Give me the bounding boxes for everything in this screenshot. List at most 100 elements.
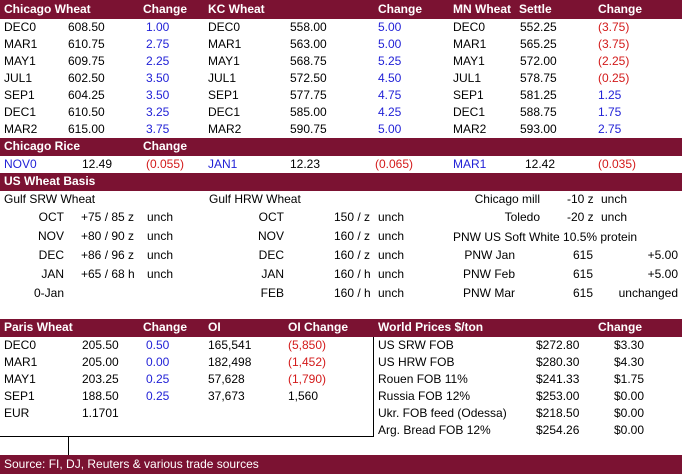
- hrw-value: 160 / z: [334, 248, 371, 262]
- chicago-change: 2.25: [146, 54, 170, 68]
- mn-change: (3.75): [598, 37, 630, 51]
- chicago-mill-value: -10 z: [567, 192, 594, 206]
- chicago-change: 3.25: [146, 105, 170, 119]
- chicago-month: DEC0: [4, 20, 37, 34]
- pnw-month: PNW Jan: [464, 248, 515, 262]
- paris-oi-change: (1,790): [288, 372, 327, 386]
- mn-month: MAR2: [453, 122, 487, 136]
- srw-month: OCT: [38, 210, 64, 224]
- chicago-mill-label: Chicago mill: [474, 192, 540, 206]
- chicago-price: 608.50: [68, 20, 105, 34]
- world-price: $254.26: [536, 423, 580, 437]
- kc-change-header: Change: [378, 2, 423, 16]
- basis-header-bar: US Wheat Basis: [0, 173, 682, 191]
- pnw-change: +5.00: [647, 248, 678, 262]
- rice-month-3: MAR1: [453, 157, 487, 171]
- mn-month: DEC0: [453, 20, 486, 34]
- rice-header-bar: Chicago Rice Change: [0, 138, 682, 156]
- mn-change-header: Change: [598, 2, 643, 16]
- mn-price: 565.25: [520, 37, 557, 51]
- mn-month: JUL1: [453, 71, 482, 85]
- pnw-change: +5.00: [647, 267, 678, 281]
- kc-month: MAR1: [208, 37, 242, 51]
- kc-month: DEC0: [208, 20, 241, 34]
- mn-change: (2.25): [598, 54, 630, 68]
- kc-month: JUL1: [208, 71, 237, 85]
- chicago-month: SEP1: [4, 88, 35, 102]
- kc-price: 563.00: [290, 37, 327, 51]
- footer-divider: [68, 436, 69, 455]
- srw-value: +86 / 96 z: [81, 248, 135, 262]
- source-note: Source: FI, DJ, Reuters & various trade …: [4, 457, 259, 471]
- mn-price: 588.75: [520, 105, 557, 119]
- chicago-price: 610.50: [68, 105, 105, 119]
- chicago-price: 604.25: [68, 88, 105, 102]
- chicago-change: 2.75: [146, 37, 170, 51]
- world-change: $0.00: [613, 389, 644, 403]
- srw-month: 0-Jan: [33, 286, 64, 300]
- hrw-month: FEB: [260, 286, 284, 300]
- kc-wheat-title: KC Wheat: [208, 2, 265, 16]
- hrw-status: unch: [378, 286, 405, 300]
- paris-month: DEC0: [4, 338, 37, 352]
- mn-price: 572.00: [520, 54, 557, 68]
- paris-change: 0.50: [146, 338, 170, 352]
- kc-change: 4.25: [378, 105, 402, 119]
- paris-oi-change: (1,452): [288, 355, 327, 369]
- paris-price: 205.50: [82, 338, 119, 352]
- hrw-value: 160 / h: [334, 286, 371, 300]
- basis-title: US Wheat Basis: [4, 174, 96, 188]
- pnw-month: PNW Mar: [463, 286, 515, 300]
- world-change: $4.30: [613, 355, 644, 369]
- paris-month: MAY1: [4, 372, 36, 386]
- paris-oi-change: 1,560: [288, 389, 319, 403]
- mn-wheat-title: MN Wheat: [453, 2, 511, 16]
- world-prices-title: World Prices $/ton: [378, 320, 484, 334]
- hrw-month: JAN: [261, 267, 284, 281]
- srw-value: +75 / 85 z: [81, 210, 135, 224]
- kc-change: 4.50: [378, 71, 402, 85]
- gulf-srw-title: Gulf SRW Wheat: [4, 192, 96, 206]
- toledo-label: Toledo: [504, 210, 540, 224]
- eur-value: 1.1701: [82, 406, 119, 420]
- hrw-month: DEC: [258, 248, 284, 262]
- paris-oi: 182,498: [208, 355, 252, 369]
- chicago-month: MAR1: [4, 37, 38, 51]
- mn-price: 552.25: [520, 20, 557, 34]
- mn-change: (0.25): [598, 71, 630, 85]
- mn-month: MAR1: [453, 37, 487, 51]
- kc-change: 5.00: [378, 20, 402, 34]
- paris-oi: 37,673: [208, 389, 245, 403]
- srw-status: unch: [147, 229, 174, 243]
- kc-change: 5.00: [378, 122, 402, 136]
- kc-price: 590.75: [290, 122, 327, 136]
- world-price: $272.80: [536, 338, 580, 352]
- hrw-status: unch: [378, 210, 405, 224]
- kc-change: 5.00: [378, 37, 402, 51]
- kc-month: SEP1: [208, 88, 239, 102]
- mn-settle-header: Settle: [519, 2, 552, 16]
- world-change: $1.75: [613, 372, 644, 386]
- hrw-value: 150 / z: [334, 210, 371, 224]
- world-name: Russia FOB 12%: [378, 389, 471, 403]
- chicago-mill-status: unch: [601, 192, 628, 206]
- pnw-change: unchanged: [618, 286, 678, 300]
- rice-month-1: NOV0: [4, 157, 37, 171]
- srw-status: unch: [147, 267, 174, 281]
- kc-price: 572.50: [290, 71, 327, 85]
- rice-title: Chicago Rice: [4, 139, 81, 153]
- world-change: $0.00: [613, 423, 644, 437]
- kc-price: 585.00: [290, 105, 327, 119]
- paris-oi-change: (5,850): [288, 338, 327, 352]
- toledo-value: -20 z: [567, 210, 594, 224]
- paris-month: MAR1: [4, 355, 38, 369]
- rice-month-2: JAN1: [208, 157, 238, 171]
- kc-month: MAR2: [208, 122, 242, 136]
- chicago-change: 1.00: [146, 20, 170, 34]
- paris-oi: 165,541: [208, 338, 252, 352]
- mn-price: 581.25: [520, 88, 557, 102]
- paris-price: 203.25: [82, 372, 119, 386]
- paris-oi-change-header: OI Change: [288, 320, 349, 334]
- world-name: US HRW FOB: [378, 355, 455, 369]
- hrw-status: unch: [378, 229, 405, 243]
